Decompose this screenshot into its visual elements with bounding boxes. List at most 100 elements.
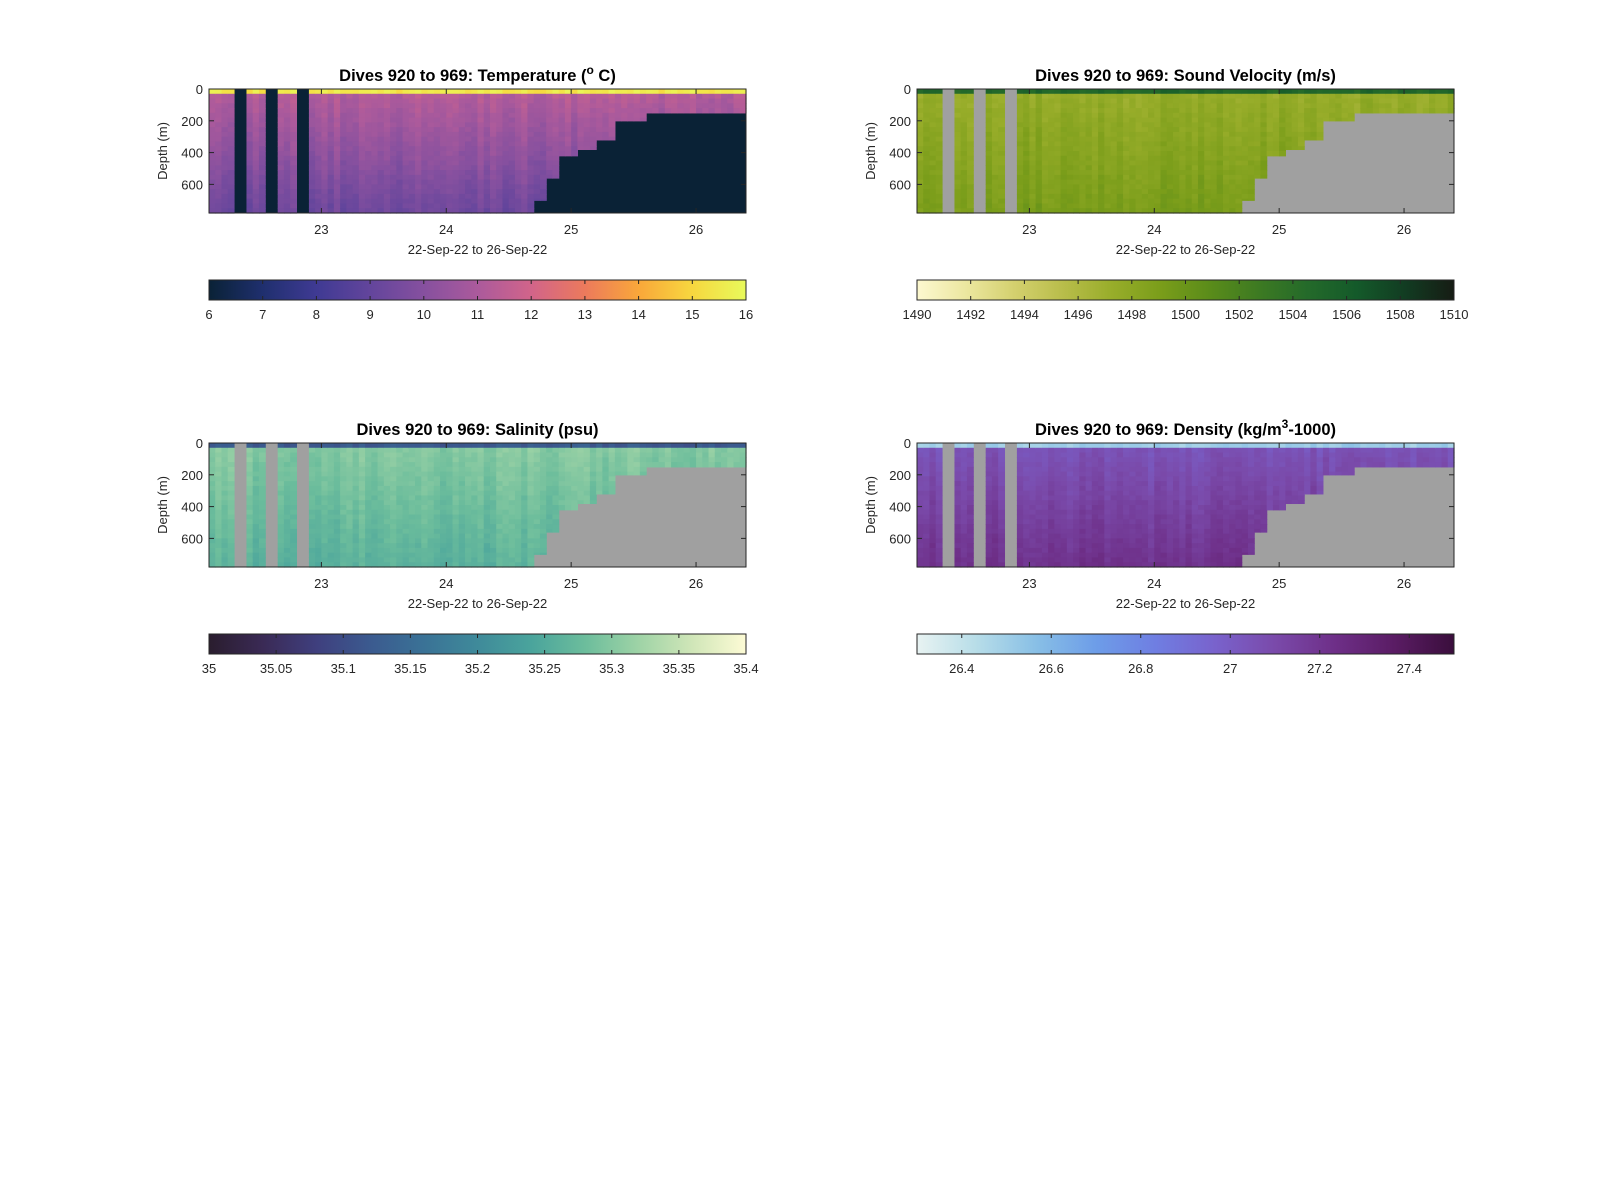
heatmap-cell bbox=[1079, 174, 1087, 181]
heatmap-cell bbox=[923, 136, 931, 143]
heatmap-cell bbox=[458, 443, 466, 449]
heatmap-cell bbox=[1141, 117, 1149, 123]
heatmap-cell bbox=[346, 552, 354, 559]
heatmap-cell bbox=[246, 98, 254, 104]
heatmap-cell bbox=[1016, 98, 1024, 104]
heatmap-cell bbox=[727, 89, 735, 95]
heatmap-cell bbox=[396, 557, 404, 563]
heatmap-cell bbox=[415, 452, 422, 458]
heatmap-cell bbox=[527, 189, 535, 195]
heatmap-cell bbox=[227, 93, 235, 100]
heatmap-cell bbox=[471, 557, 479, 563]
heatmap-cell bbox=[227, 193, 235, 200]
heatmap-cell bbox=[465, 485, 472, 492]
heatmap-cell bbox=[502, 505, 510, 511]
heatmap-cell bbox=[935, 543, 943, 549]
heatmap-cell bbox=[1135, 141, 1143, 147]
heatmap-cell bbox=[446, 471, 454, 477]
heatmap-cell bbox=[589, 108, 597, 114]
heatmap-cell bbox=[521, 500, 529, 506]
heatmap-cell bbox=[327, 179, 335, 185]
heatmap-cell bbox=[283, 543, 291, 549]
heatmap-cell bbox=[1204, 193, 1212, 200]
heatmap-cell bbox=[333, 131, 341, 138]
heatmap-cell bbox=[1447, 103, 1455, 109]
heatmap-cell bbox=[508, 198, 516, 205]
heatmap-cell bbox=[246, 495, 254, 501]
heatmap-cell bbox=[935, 179, 943, 185]
heatmap-cell bbox=[571, 471, 578, 477]
heatmap-cell bbox=[1116, 208, 1124, 214]
heatmap-cell bbox=[1029, 189, 1037, 195]
heatmap-cell bbox=[308, 131, 316, 138]
heatmap-cell bbox=[440, 457, 447, 463]
heatmap-cell bbox=[1035, 98, 1043, 104]
heatmap-cell bbox=[985, 155, 993, 162]
heatmap-cell bbox=[1048, 141, 1055, 147]
heatmap-cell bbox=[1197, 151, 1205, 157]
heatmap-cell bbox=[408, 141, 416, 147]
heatmap-cell bbox=[1035, 179, 1043, 185]
heatmap-cell bbox=[402, 462, 410, 468]
heatmap-cell bbox=[960, 146, 968, 152]
heatmap-cell bbox=[608, 131, 616, 138]
heatmap-cell bbox=[991, 189, 999, 195]
heatmap-cell bbox=[483, 165, 491, 171]
heatmap-cell bbox=[277, 170, 285, 176]
heatmap-cell bbox=[371, 184, 379, 190]
heatmap-cell bbox=[215, 533, 223, 539]
heatmap-cell bbox=[1241, 179, 1249, 185]
heatmap-cell bbox=[227, 112, 235, 119]
heatmap-cell bbox=[1247, 141, 1255, 147]
heatmap-cell bbox=[1229, 108, 1237, 114]
heatmap-cell bbox=[346, 519, 354, 525]
heatmap-cell bbox=[440, 490, 447, 497]
heatmap-cell bbox=[290, 112, 298, 119]
heatmap-cell bbox=[589, 495, 597, 501]
heatmap-cell bbox=[315, 528, 322, 535]
heatmap-cell bbox=[935, 146, 943, 152]
heatmap-cell bbox=[1054, 165, 1062, 171]
heatmap-cell bbox=[365, 141, 372, 147]
heatmap-cell bbox=[1260, 112, 1268, 119]
heatmap-cell bbox=[1160, 174, 1168, 181]
heatmap-cell bbox=[1179, 108, 1187, 114]
heatmap-cell bbox=[521, 557, 529, 563]
heatmap-cell bbox=[458, 500, 466, 506]
heatmap-cell bbox=[327, 452, 335, 458]
heatmap-cell bbox=[954, 103, 962, 109]
heatmap-cell bbox=[421, 547, 429, 554]
heatmap-cell bbox=[960, 466, 968, 473]
heatmap-cell bbox=[383, 136, 391, 143]
heatmap-cell bbox=[929, 131, 937, 138]
heatmap-cell bbox=[1048, 93, 1055, 100]
heatmap-cell bbox=[702, 462, 710, 468]
heatmap-cell bbox=[1247, 170, 1255, 176]
heatmap-cell bbox=[1035, 146, 1043, 152]
heatmap-cell bbox=[1191, 127, 1199, 133]
heatmap-cell bbox=[1104, 136, 1112, 143]
heatmap-cell bbox=[702, 447, 710, 454]
heatmap-cell bbox=[1066, 89, 1074, 95]
heatmap-cell bbox=[727, 462, 735, 468]
heatmap-cell bbox=[371, 447, 379, 454]
heatmap-cell bbox=[508, 89, 516, 95]
heatmap-cell bbox=[1154, 208, 1162, 214]
heatmap-cell bbox=[527, 528, 535, 535]
heatmap-cell bbox=[960, 141, 968, 147]
heatmap-cell bbox=[577, 490, 585, 497]
heatmap-cell bbox=[954, 117, 962, 123]
heatmap-cell bbox=[1322, 108, 1330, 114]
heatmap-cell bbox=[440, 562, 447, 568]
heatmap-cell bbox=[1304, 112, 1311, 119]
heatmap-cell bbox=[277, 198, 285, 205]
heatmap-cell bbox=[290, 117, 298, 123]
heatmap-cell bbox=[727, 98, 735, 104]
heatmap-cell bbox=[440, 543, 447, 549]
heatmap-cell bbox=[1160, 184, 1168, 190]
heatmap-cell bbox=[458, 189, 466, 195]
heatmap-cell bbox=[1260, 108, 1268, 114]
heatmap-cell bbox=[985, 562, 993, 568]
heatmap-cell bbox=[471, 481, 479, 487]
colorbar-tick-label: 14 bbox=[631, 307, 645, 322]
